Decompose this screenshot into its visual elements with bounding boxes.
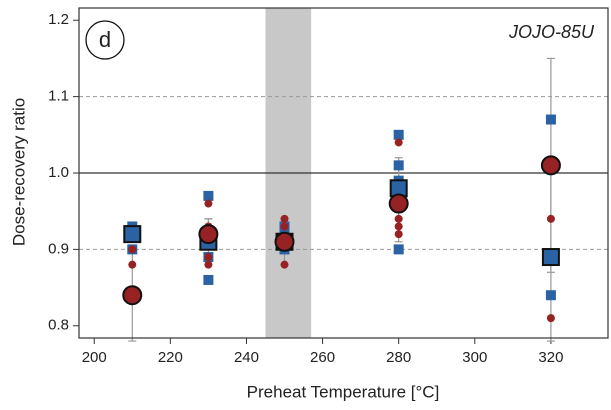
circle-point	[204, 253, 213, 262]
panel-label: d	[99, 27, 111, 52]
annotation: JOJO-85U	[508, 22, 595, 42]
y-tick-label: 1.0	[48, 164, 69, 181]
circle-point	[394, 222, 403, 231]
plot-frame	[78, 7, 609, 339]
panel-label-circle	[85, 20, 125, 60]
y-axis-label: Dose-recovery ratio	[9, 98, 28, 246]
circle-point	[204, 199, 213, 208]
x-tick-label: 260	[310, 349, 335, 366]
x-axis-label: Preheat Temperature [°C]	[247, 382, 440, 401]
square-point	[393, 129, 404, 140]
x-tick-label: 320	[538, 349, 563, 366]
square-point	[545, 290, 556, 301]
circle-point	[546, 214, 555, 223]
circle-point	[280, 260, 289, 269]
square-point	[203, 190, 214, 201]
y-tick-label: 0.8	[48, 317, 69, 334]
mean-circle	[122, 285, 143, 306]
circle-point	[546, 314, 555, 323]
square-point	[393, 244, 404, 255]
y-tick-label: 1.2	[48, 11, 69, 28]
mean-circle	[388, 193, 409, 214]
circle-point	[394, 138, 403, 147]
square-point	[545, 114, 556, 125]
x-tick-label: 200	[82, 349, 107, 366]
mean-circle	[540, 155, 561, 176]
square-point	[203, 274, 214, 285]
circle-point	[394, 214, 403, 223]
y-tick-label: 1.1	[48, 88, 69, 105]
circle-point	[128, 260, 137, 269]
mean-square	[541, 248, 560, 267]
circle-point	[204, 260, 213, 269]
circle-point	[394, 230, 403, 239]
x-tick-label: 280	[386, 349, 411, 366]
mean-square	[123, 225, 142, 244]
circle-point	[280, 214, 289, 223]
mean-circle	[198, 224, 219, 245]
x-tick-label: 220	[158, 349, 183, 366]
circle-point	[280, 222, 289, 231]
mean-circle	[274, 231, 295, 252]
y-tick-label: 0.9	[48, 240, 69, 257]
circle-point	[128, 245, 137, 254]
square-point	[393, 160, 404, 171]
x-tick-label: 300	[462, 349, 487, 366]
x-tick-label: 240	[234, 349, 259, 366]
